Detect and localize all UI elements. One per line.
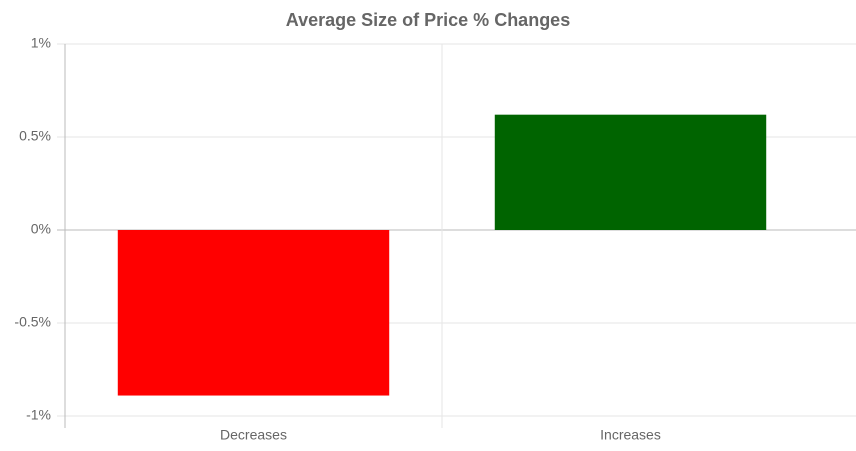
y-tick-label: 0.5%: [19, 128, 51, 144]
bar: [117, 230, 390, 396]
y-tick-label: 1%: [31, 35, 51, 51]
y-tick-label: -1%: [26, 407, 51, 423]
x-tick-label: Decreases: [220, 427, 287, 443]
y-tick-label: 0%: [31, 221, 51, 237]
bar: [494, 114, 767, 230]
x-tick-label: Increases: [600, 427, 661, 443]
chart-title: Average Size of Price % Changes: [286, 10, 570, 30]
y-tick-label: -0.5%: [14, 314, 51, 330]
